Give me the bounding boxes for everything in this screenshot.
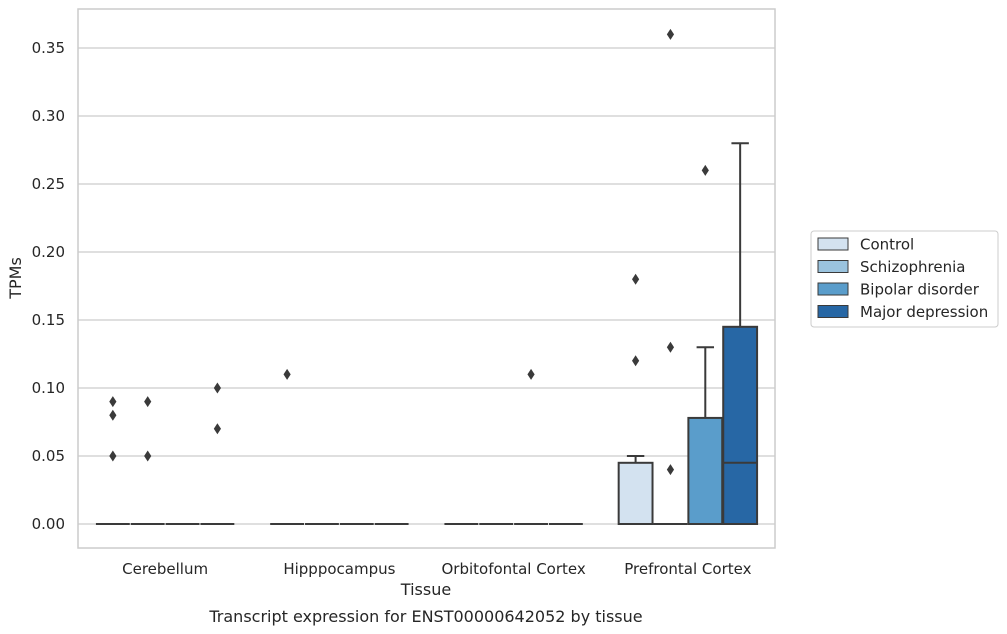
box: [270, 368, 305, 525]
box-body: [722, 325, 759, 525]
outlier-point: [109, 396, 117, 408]
category-group: [95, 382, 235, 525]
outlier-point: [666, 464, 675, 476]
y-tick-label: 0.00: [32, 515, 65, 533]
legend-swatch: [817, 305, 849, 318]
box: [514, 368, 548, 525]
box: [722, 142, 759, 525]
y-tick-label: 0.05: [32, 447, 65, 465]
box: [617, 273, 654, 525]
legend-label: Bipolar disorder: [860, 281, 980, 299]
x-tick-label: Cerebellum: [122, 560, 208, 578]
box: [653, 28, 688, 525]
y-tick-label: 0.35: [32, 39, 65, 57]
outlier-point: [109, 450, 117, 462]
outlier-point: [144, 450, 152, 462]
legend-swatch: [817, 260, 849, 273]
legend-swatch: [817, 237, 849, 251]
x-axis-ticks: Cerebellum Hipppocampus Orbitofontal Corte…: [122, 560, 751, 578]
y-tick-label: 0.30: [32, 107, 65, 125]
plot-area-frame: [77, 8, 776, 549]
outlier-point: [632, 273, 640, 285]
legend-swatch: [817, 282, 849, 296]
category-group: [444, 368, 583, 525]
x-tick-label: Orbitofontal Cortex: [442, 560, 586, 578]
y-axis-label: TPMs: [6, 257, 25, 300]
category-group: [617, 28, 759, 526]
y-axis-ticks: 0.00 0.05 0.10 0.15 0.20 0.25 0.30 0.35: [32, 39, 65, 533]
outlier-point: [632, 355, 640, 367]
box: [130, 396, 165, 525]
outlier-point: [213, 382, 221, 394]
category-group: [270, 368, 409, 525]
legend-frame: [810, 230, 999, 328]
x-tick-label: Hipppocampus: [283, 560, 395, 578]
y-tick-label: 0.10: [32, 379, 65, 397]
outlier-point: [213, 423, 221, 435]
outlier-point: [701, 164, 709, 176]
y-tick-label: 0.15: [32, 311, 65, 329]
box: [95, 396, 130, 525]
box-body: [687, 416, 724, 526]
y-tick-label: 0.20: [32, 243, 65, 261]
box: [200, 382, 235, 525]
legend-label: Control: [860, 236, 914, 254]
box-groups: [95, 28, 759, 526]
outlier-point: [666, 341, 675, 353]
legend: Control Schizophrenia Bipolar disorder Majo…: [810, 230, 999, 328]
outlier-point: [109, 409, 117, 421]
y-tick-label: 0.25: [32, 175, 65, 193]
box: [687, 164, 724, 526]
outlier-point: [527, 368, 535, 380]
legend-label: Schizophrenia: [860, 258, 965, 276]
outlier-point: [666, 28, 675, 40]
outlier-point: [144, 396, 152, 408]
x-axis-label: Tissue: [400, 580, 451, 599]
legend-label: Major depression: [860, 303, 988, 321]
chart-caption: Transcript expression for ENST0000064205…: [208, 607, 642, 626]
outlier-point: [283, 368, 291, 380]
box-body: [617, 461, 654, 525]
x-tick-label: Prefrontal Cortex: [624, 560, 751, 578]
